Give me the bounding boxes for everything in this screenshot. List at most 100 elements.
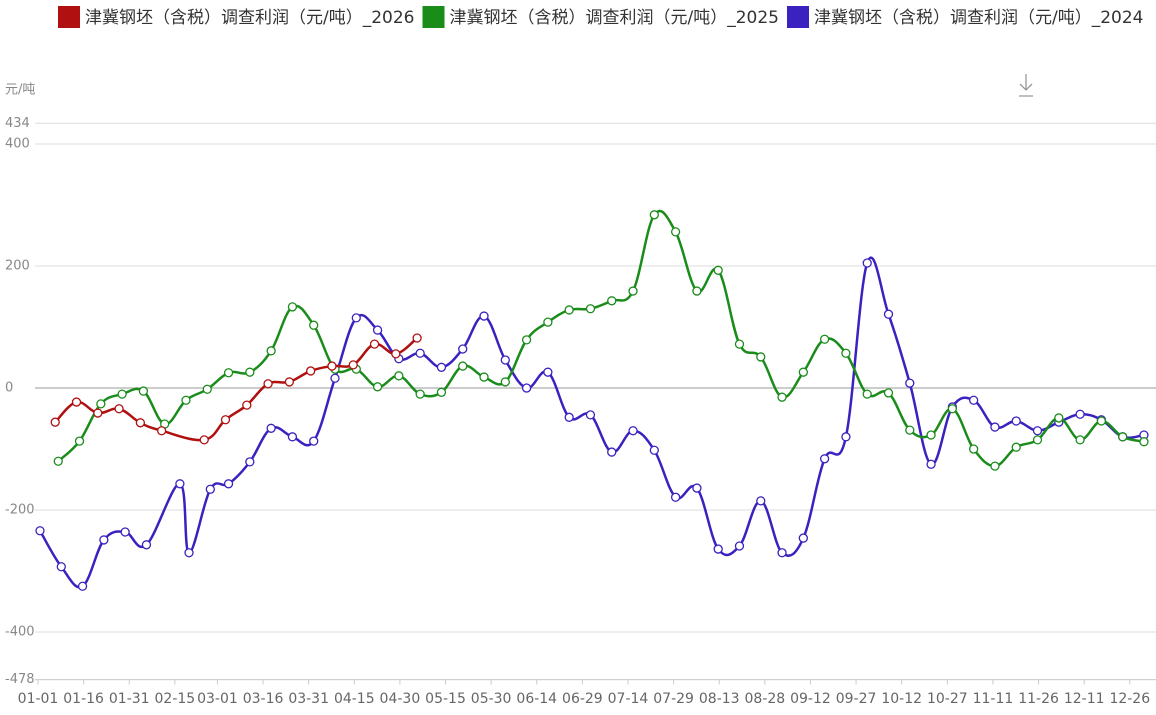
data-point <box>1011 442 1021 452</box>
data-point <box>969 444 979 454</box>
data-point <box>819 334 830 344</box>
data-point <box>287 432 298 442</box>
data-point <box>263 379 273 389</box>
x-tick-label: 12-11 <box>1064 691 1105 707</box>
legend-item: 津冀钢坯（含税）调查利润（元/吨）_2024 <box>787 6 1144 28</box>
data-point <box>841 432 851 442</box>
data-point <box>415 348 425 358</box>
data-point <box>798 367 808 377</box>
data-point <box>199 435 209 445</box>
x-tick-label: 06-29 <box>562 691 603 707</box>
data-point <box>96 399 106 409</box>
data-point <box>734 339 745 349</box>
download-glyph[interactable] <box>1019 74 1033 97</box>
x-tick-label: 09-12 <box>790 691 831 707</box>
x-tick-label: 07-29 <box>653 691 694 707</box>
x-tick-label: 04-30 <box>380 691 421 707</box>
y-axis-label: 元/吨 <box>5 83 35 98</box>
data-point <box>309 436 319 446</box>
data-point <box>330 373 340 383</box>
x-tick-label: 03-31 <box>288 691 329 707</box>
x-tick-label: 01-16 <box>63 691 104 707</box>
x-tick-label: 09-27 <box>836 691 877 707</box>
legend-text: 津冀钢坯（含税）调查利润（元/吨）_2025 <box>450 8 780 28</box>
data-point <box>500 355 510 365</box>
data-point <box>1032 426 1043 436</box>
x-tick-label: 05-30 <box>471 691 512 707</box>
data-point <box>947 404 958 414</box>
data-point <box>77 581 88 591</box>
data-point <box>436 387 447 397</box>
data-point <box>415 389 425 399</box>
data-point <box>756 352 766 362</box>
data-point <box>284 377 295 387</box>
x-tick-label: 06-14 <box>516 691 557 707</box>
data-point <box>1075 435 1085 445</box>
data-point <box>348 360 358 370</box>
data-point <box>242 400 252 410</box>
legend-swatch <box>422 6 445 28</box>
data-point <box>1096 416 1107 426</box>
data-point <box>71 397 82 407</box>
data-point <box>883 309 894 319</box>
data-point <box>713 544 723 554</box>
data-point <box>1118 432 1128 442</box>
data-point <box>479 311 489 321</box>
data-point <box>114 404 124 414</box>
data-point <box>798 533 808 543</box>
y-tick-label: 434 <box>5 116 30 131</box>
data-point <box>205 484 215 494</box>
y-tick-label: -400 <box>5 625 35 640</box>
data-point <box>135 418 146 428</box>
data-point <box>543 367 553 377</box>
x-tick-label: 02-15 <box>155 691 196 707</box>
data-point <box>369 339 380 349</box>
data-point <box>628 426 638 436</box>
x-tick-label: 08-13 <box>699 691 740 707</box>
data-point <box>306 366 316 376</box>
data-point <box>521 335 532 345</box>
legend-swatch <box>787 6 809 28</box>
y-tick-label: -478 <box>5 672 35 687</box>
data-point <box>138 386 149 396</box>
data-point <box>372 382 383 392</box>
data-point <box>120 527 130 537</box>
data-point <box>436 362 447 372</box>
x-tick-label: 03-01 <box>197 691 238 707</box>
data-point <box>756 496 766 506</box>
x-tick-label: 05-15 <box>425 691 466 707</box>
data-point <box>141 540 152 550</box>
legend-text: 津冀钢坯（含税）调查利润（元/吨）_2026 <box>85 8 415 28</box>
data-point <box>1054 413 1064 423</box>
data-point <box>1032 435 1043 445</box>
data-point <box>990 422 1000 432</box>
x-tick-label: 01-01 <box>18 691 59 707</box>
data-point <box>969 395 979 405</box>
data-point <box>734 541 745 551</box>
data-point <box>99 535 109 545</box>
data-point <box>926 430 936 440</box>
data-point <box>35 526 45 536</box>
data-point <box>74 436 85 446</box>
data-point <box>692 483 702 493</box>
data-point <box>585 410 596 420</box>
data-point <box>458 344 468 354</box>
download-icon[interactable] <box>1019 74 1033 97</box>
data-point <box>202 384 212 394</box>
data-point <box>564 412 574 422</box>
x-tick-label: 12-26 <box>1109 691 1150 707</box>
x-tick-label: 04-15 <box>334 691 375 707</box>
x-tick-label: 08-28 <box>745 691 786 707</box>
data-point <box>670 227 681 237</box>
data-point <box>713 265 723 275</box>
data-point <box>1075 409 1085 419</box>
data-point <box>777 392 787 402</box>
series-line <box>57 209 1145 468</box>
data-point <box>905 425 915 435</box>
x-tick-label: 01-31 <box>109 691 150 707</box>
data-point <box>184 548 194 558</box>
data-point <box>56 562 66 572</box>
data-point <box>862 258 872 268</box>
data-point <box>156 426 167 436</box>
